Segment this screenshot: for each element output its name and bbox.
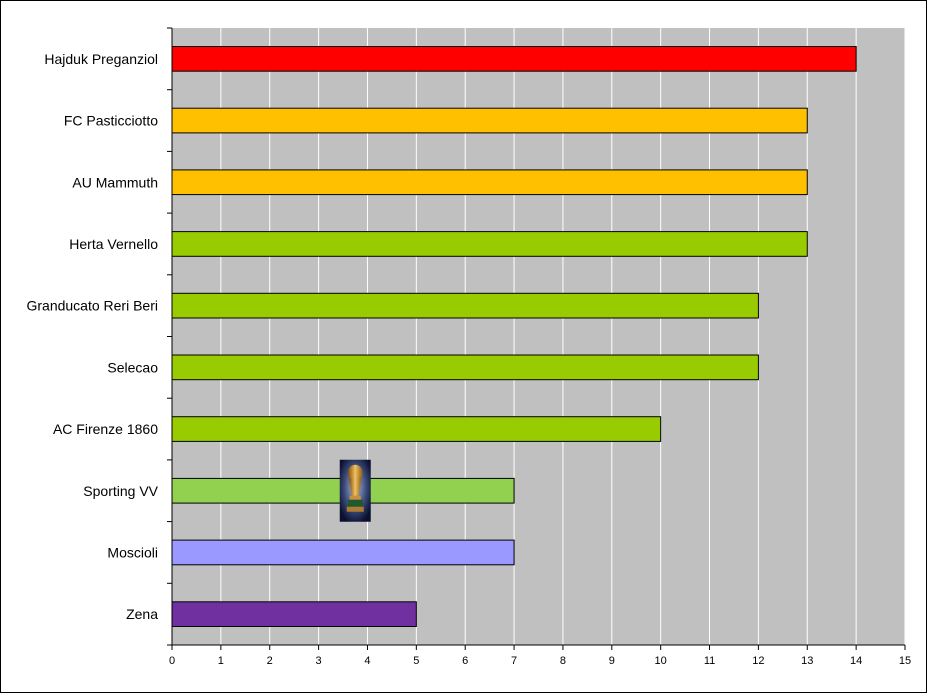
axes <box>167 27 906 650</box>
category-label: Herta Vernello <box>69 236 158 252</box>
x-tick-label: 8 <box>560 655 566 667</box>
trophy-neck <box>349 495 361 500</box>
x-tick-label: 13 <box>801 655 813 667</box>
x-tick-label: 3 <box>316 655 322 667</box>
category-label: Granducato Reri Beri <box>26 298 158 314</box>
category-label: Zena <box>126 606 158 622</box>
bars <box>171 46 857 627</box>
tick-labels: 0 1 2 3 4 5 6 7 8 9 10 11 12 13 14 15 <box>169 655 911 667</box>
category-labels: Hajduk Preganziol FC Pasticciotto AU Mammu… <box>26 51 158 622</box>
bar <box>171 46 857 72</box>
category-label: Sporting VV <box>83 483 158 499</box>
x-tick-label: 12 <box>752 655 764 667</box>
category-label: Hajduk Preganziol <box>44 51 158 67</box>
bar <box>171 169 808 196</box>
trophy-base <box>346 506 364 512</box>
x-tick-label: 1 <box>218 655 224 667</box>
bar <box>171 416 662 442</box>
x-tick-label: 15 <box>899 655 911 667</box>
trophy-annotation <box>339 459 371 522</box>
x-tick-label: 7 <box>511 655 517 667</box>
trophy-body <box>348 477 362 496</box>
bar <box>171 539 515 566</box>
x-tick-label: 14 <box>850 655 862 667</box>
category-label: AU Mammuth <box>72 174 158 190</box>
x-tick-label: 6 <box>462 655 468 667</box>
x-tick-label: 2 <box>267 655 273 667</box>
x-tick-label: 9 <box>609 655 615 667</box>
bar <box>171 292 759 319</box>
bar <box>171 601 417 627</box>
x-tick-label: 0 <box>169 655 175 667</box>
category-label: Moscioli <box>107 544 158 560</box>
x-tick-label: 10 <box>655 655 667 667</box>
trophy-icon <box>339 459 371 522</box>
x-tick-label: 11 <box>704 655 715 667</box>
category-label: AC Firenze 1860 <box>53 421 158 437</box>
category-label: Selecao <box>107 359 158 375</box>
x-tick-label: 5 <box>413 655 419 667</box>
trophy-base-band <box>347 499 363 507</box>
x-tick-label: 4 <box>364 655 370 667</box>
category-label: FC Pasticciotto <box>64 113 158 129</box>
bar <box>171 354 759 381</box>
bar <box>171 107 808 134</box>
bar <box>171 231 808 257</box>
trophy-globe <box>347 464 363 481</box>
